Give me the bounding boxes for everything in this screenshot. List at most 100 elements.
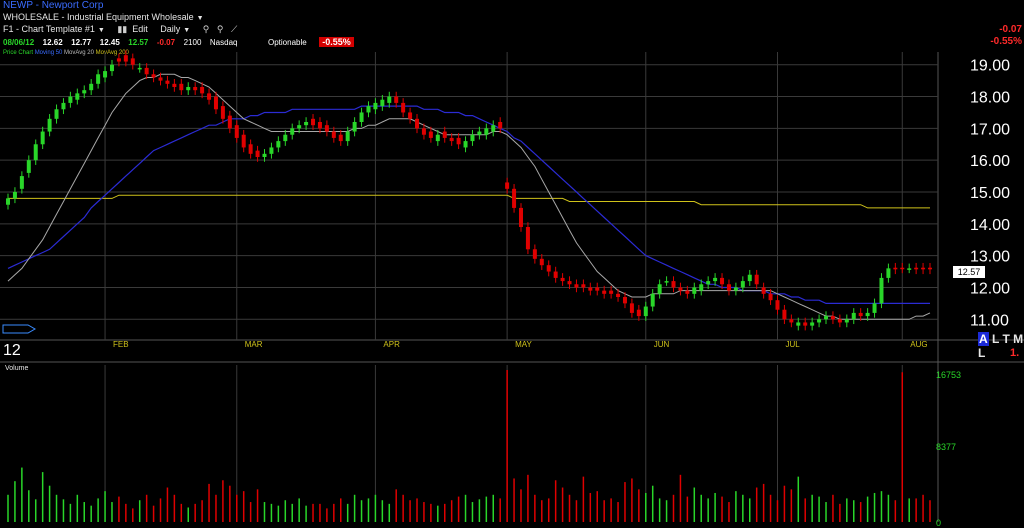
candle-body: [685, 290, 690, 294]
candle-body: [900, 267, 905, 270]
legend-ma200[interactable]: MovAvg 200: [95, 50, 129, 56]
scale-rest[interactable]: L T M L: [978, 332, 1024, 360]
candle-body: [477, 131, 482, 135]
candle-body: [213, 96, 218, 110]
y-tick-label: 12.00: [970, 280, 1010, 297]
candle-body: [12, 192, 17, 199]
quote-open: 12.62: [42, 38, 63, 47]
candle-body: [227, 115, 232, 129]
volume-label: Volume: [5, 365, 29, 372]
candle-body: [914, 267, 919, 270]
quote-close: 12.57: [128, 38, 149, 47]
candle-body: [532, 249, 537, 259]
legend-price[interactable]: Price Chart: [3, 50, 34, 56]
candle-body: [928, 267, 932, 270]
candle-body: [768, 293, 773, 301]
ma200-line: [8, 194, 930, 209]
red-indicator: 1.: [1010, 347, 1020, 359]
candle-body: [421, 128, 426, 135]
legend-ma50[interactable]: Moving 50: [34, 50, 63, 56]
candle-body: [761, 287, 766, 294]
scale-a[interactable]: A: [978, 332, 989, 346]
zoom-in-icon[interactable]: ⚲: [202, 24, 210, 34]
candle-body: [449, 137, 454, 142]
candle-body: [921, 267, 926, 270]
quote-line: 08/06/12 12.62 12.77 12.45 12.57 -0.07 2…: [3, 37, 354, 47]
chevron-down-icon[interactable]: ▼: [196, 15, 204, 22]
zoom-out-icon[interactable]: ⚲: [216, 24, 224, 34]
candle-body: [234, 125, 239, 138]
candle-body: [518, 207, 523, 227]
scale-options: A L T M L: [978, 332, 1024, 360]
candle-body: [366, 106, 371, 113]
candle-body: [345, 131, 350, 142]
legend-ma20[interactable]: MovAvg 20: [64, 50, 94, 56]
y-tick-label: 14.00: [970, 217, 1010, 234]
candle-body: [338, 134, 343, 142]
candle-body: [830, 316, 835, 320]
candle-body: [893, 267, 898, 270]
candle-body: [19, 176, 24, 189]
candle-body: [186, 87, 191, 91]
candle-body: [442, 131, 447, 138]
candle-body: [664, 281, 669, 283]
quote-low: 12.45: [99, 38, 120, 47]
sector-line[interactable]: WHOLESALE - Industrial Equipment Wholesa…: [3, 12, 204, 22]
draw-line-icon[interactable]: ⟋: [230, 24, 238, 34]
candle-body: [387, 96, 392, 103]
symbol-title: NEWP - Newport Corp: [3, 0, 104, 11]
candle-body: [844, 319, 849, 323]
quote-exchange: Nasdaq: [209, 38, 238, 47]
period-menu[interactable]: Daily ▼: [160, 24, 190, 34]
candle-body: [220, 106, 225, 119]
candle-body: [810, 322, 815, 326]
optionable-label: Optionable: [268, 38, 307, 47]
candle-body: [588, 287, 593, 291]
candle-body: [837, 319, 842, 323]
candle-body: [401, 102, 406, 113]
candle-body: [512, 188, 517, 208]
candle-body: [317, 122, 322, 129]
candle-body: [706, 281, 711, 285]
y-tick-label: 16.00: [970, 153, 1010, 170]
candle-body: [262, 153, 267, 157]
candle-body: [380, 99, 385, 107]
candle-body: [116, 58, 121, 62]
volume-tick-label: 8377: [936, 442, 956, 452]
pct-change-badge: -0.55%: [319, 37, 354, 47]
candle-body: [726, 284, 731, 291]
candle-body: [747, 274, 752, 282]
candle-body: [123, 55, 128, 62]
candle-body: [269, 147, 274, 154]
candle-body: [470, 134, 475, 142]
candle-body: [373, 102, 378, 110]
candle-body: [539, 258, 544, 266]
edit-label: Edit: [132, 24, 148, 34]
candle-body: [678, 287, 683, 291]
right-change: -0.07: [999, 24, 1022, 35]
candle-body: [636, 309, 641, 317]
candle-body: [581, 284, 586, 288]
candle-body: [255, 150, 260, 157]
candle-body: [428, 131, 433, 138]
y-tick-label: 19.00: [970, 58, 1010, 75]
quote-time: 2100: [183, 38, 202, 47]
volume-tick-label: 0: [936, 518, 941, 528]
quote-date: 08/06/12: [3, 38, 35, 47]
month-label: FEB: [113, 340, 129, 349]
candle-body: [463, 141, 468, 148]
sector-label: WHOLESALE - Industrial Equipment Wholesa…: [3, 12, 194, 22]
template-menu[interactable]: F1 - Chart Template #1 ▼: [3, 24, 105, 34]
candle-body: [789, 319, 794, 323]
candle-body: [574, 284, 579, 288]
candle-body: [359, 112, 364, 122]
candle-body: [803, 322, 808, 326]
candle-body: [643, 306, 648, 317]
candle-body: [907, 268, 912, 270]
candle-body: [103, 71, 108, 78]
edit-menu[interactable]: ▮▮ Edit: [117, 24, 147, 35]
candle-body: [96, 74, 101, 84]
candle-body: [82, 90, 87, 94]
candle-body: [165, 80, 170, 84]
